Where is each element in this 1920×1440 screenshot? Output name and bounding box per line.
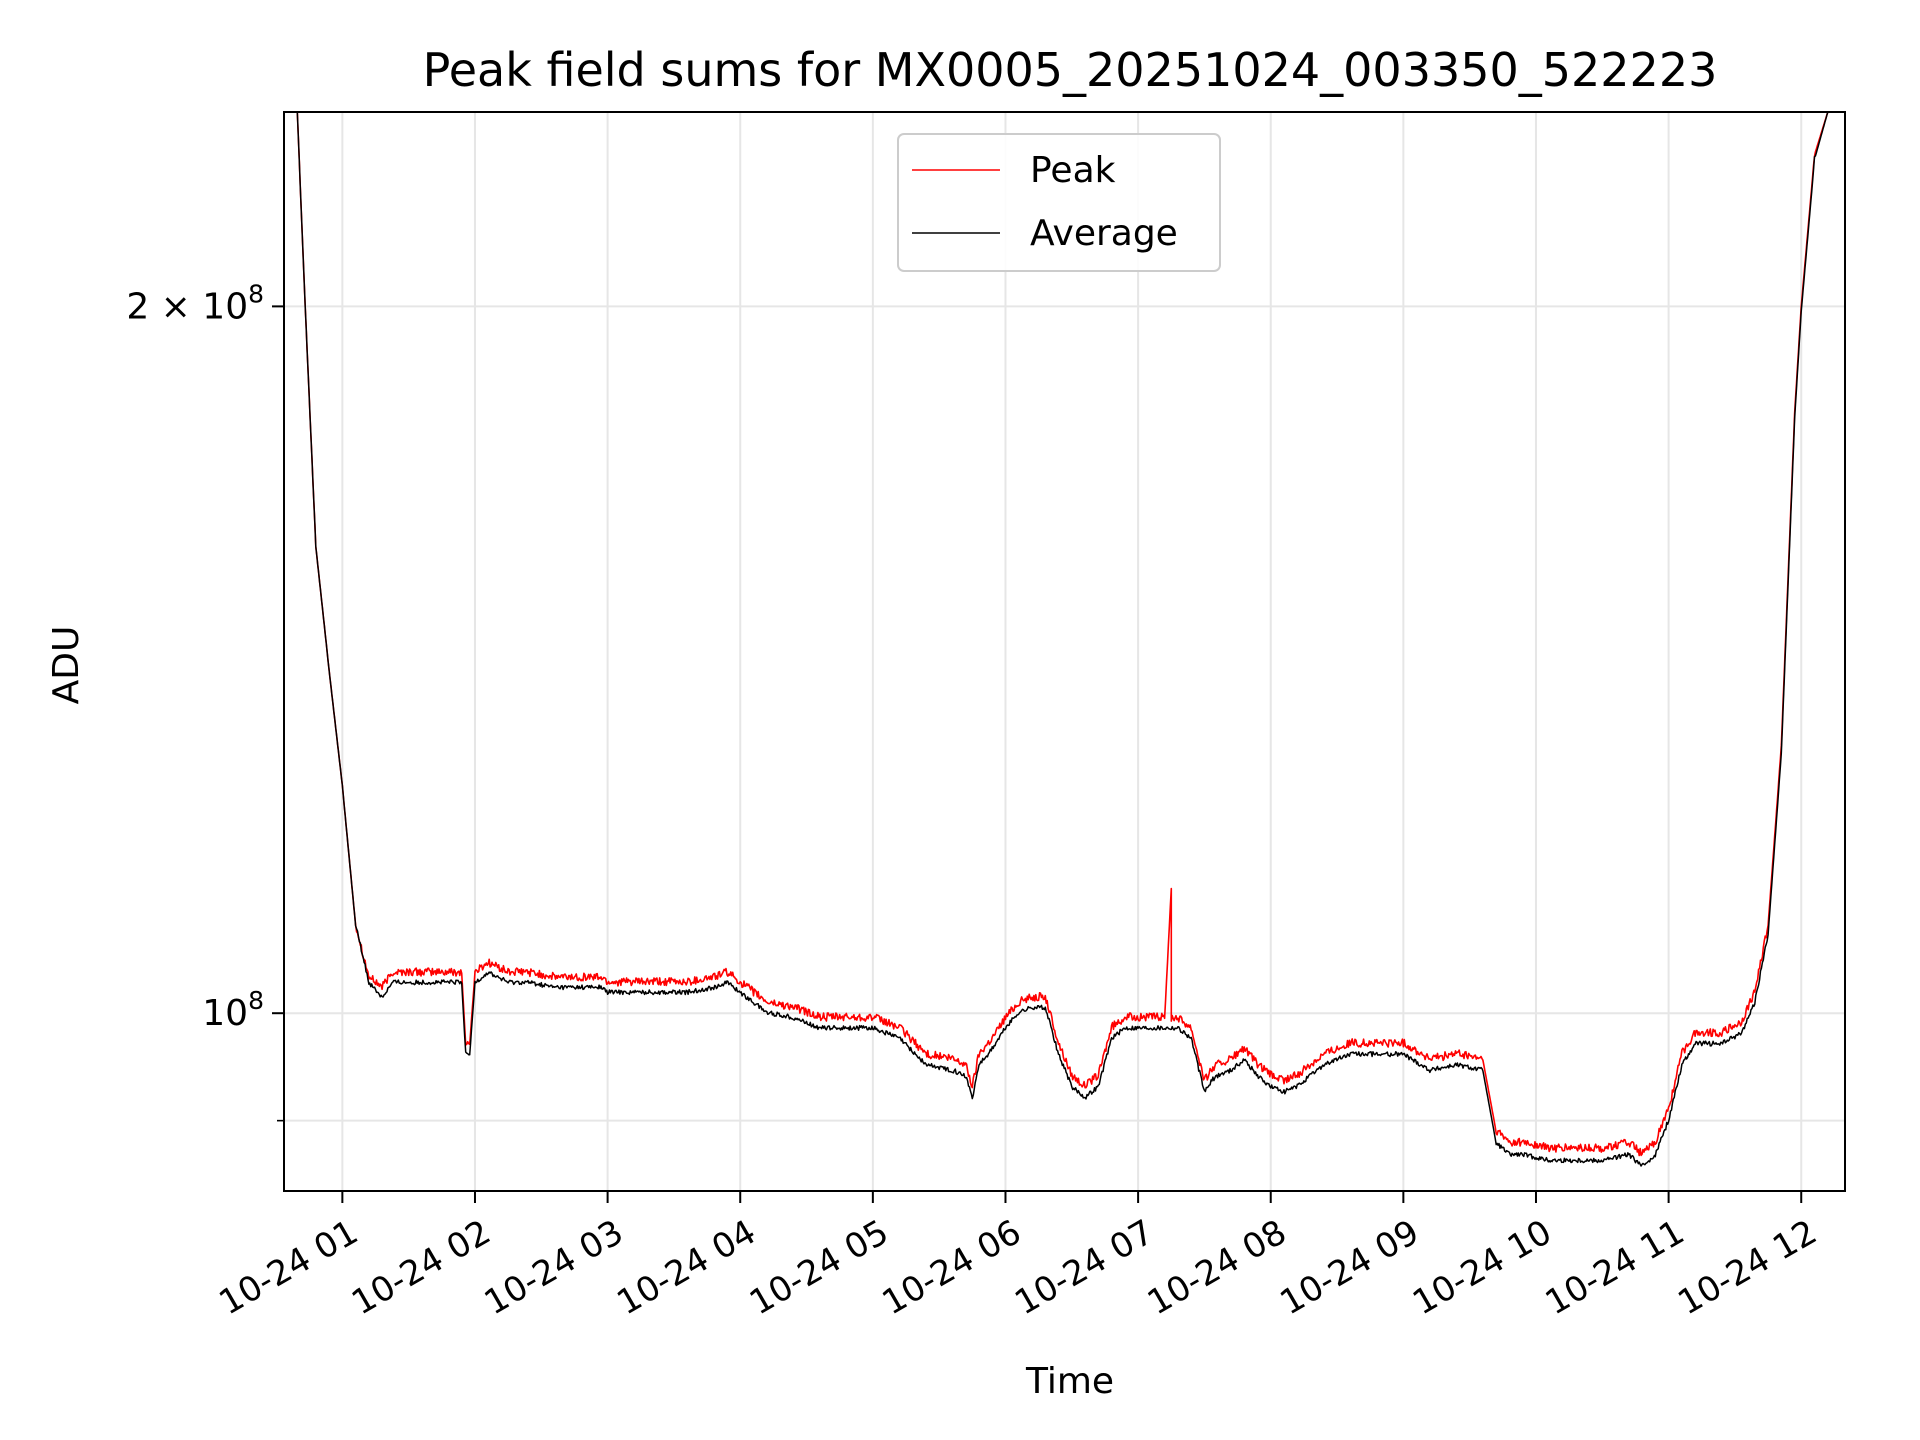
y-tick-label: 2 × 108	[126, 279, 264, 327]
y-tick-label: 108	[202, 986, 264, 1034]
legend-label-peak: Peak	[1030, 150, 1116, 191]
grid	[284, 112, 1845, 1191]
series-group	[284, 112, 1845, 1167]
chart-title: Peak field sums for MX0005_20251024_0033…	[423, 43, 1718, 97]
series-line-average	[284, 112, 1845, 1167]
series-line-peak	[284, 112, 1845, 1157]
y-axis-label: ADU	[46, 626, 87, 705]
x-axis-label: Time	[1025, 1361, 1114, 1402]
legend: Peak Average	[897, 133, 1221, 272]
legend-label-average: Average	[1030, 213, 1178, 254]
legend-box	[897, 133, 1221, 272]
axes-frame	[283, 111, 1846, 1192]
